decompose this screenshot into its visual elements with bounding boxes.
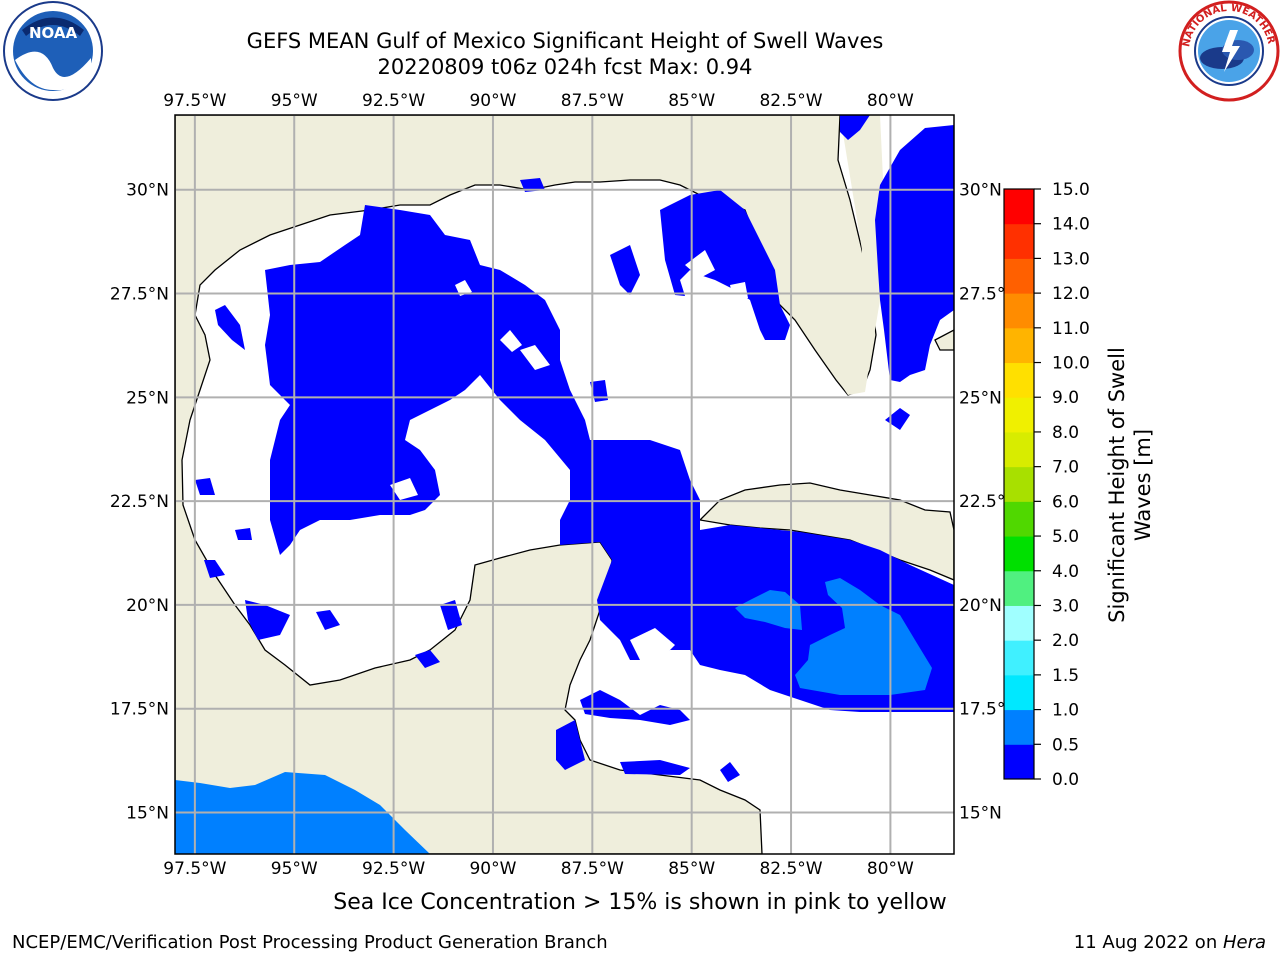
colorbar-swatch xyxy=(1004,501,1034,537)
colorbar-swatch xyxy=(1004,431,1034,468)
lon-tick-top: 85°W xyxy=(668,91,715,111)
colorbar-swatch xyxy=(1004,466,1034,502)
lon-tick-top: 82.5°W xyxy=(759,91,822,111)
nws-logo: NATIONAL WEATHER SERVICE xyxy=(1178,0,1280,102)
colorbar-swatch xyxy=(1004,293,1034,329)
lat-tick-right: 17.5°N xyxy=(959,700,1018,720)
colorbar-swatch xyxy=(1004,327,1034,364)
colorbar-swatch xyxy=(1004,640,1034,676)
map-frame xyxy=(174,114,955,855)
lon-tick-bottom: 92.5°W xyxy=(362,859,425,879)
lon-labels-bottom: 97.5°W 95°W 92.5°W 90°W 87.5°W 85°W 82.5°W 80°W xyxy=(163,859,914,879)
chart-subtitle: 20220809 t06z 024h fcst Max: 0.94 xyxy=(377,55,753,79)
colorbar-swatch xyxy=(1004,744,1034,780)
footer-credit: NCEP/EMC/Verification Post Processing Pr… xyxy=(12,932,608,953)
colorbar-tick-label: 8.0 xyxy=(1052,423,1079,443)
lat-tick-left: 22.5°N xyxy=(110,492,169,512)
colorbar-tick-label: 5.0 xyxy=(1052,527,1079,547)
lon-tick-top: 80°W xyxy=(867,91,914,111)
lat-tick-left: 15°N xyxy=(126,803,169,823)
colorbar-tick-label: 6.0 xyxy=(1052,492,1079,512)
lat-labels-left: 30°N 27.5°N 25°N 22.5°N 20°N 17.5°N 15°N xyxy=(110,181,169,824)
lon-tick-top: 90°W xyxy=(469,91,516,111)
colorbar-tick-label: 10.0 xyxy=(1052,354,1090,374)
lon-tick-bottom: 80°W xyxy=(867,859,914,879)
noaa-logo: NOAA xyxy=(3,1,103,101)
lon-tick-bottom: 82.5°W xyxy=(759,859,822,879)
lon-tick-top: 92.5°W xyxy=(362,91,425,111)
lon-tick-bottom: 97.5°W xyxy=(163,859,226,879)
colorbar-swatch xyxy=(1004,709,1034,745)
lon-tick-top: 97.5°W xyxy=(163,91,226,111)
lon-tick-top: 95°W xyxy=(271,91,318,111)
lat-tick-left: 17.5°N xyxy=(110,700,169,720)
footer-date-text: 11 Aug 2022 on xyxy=(1073,932,1223,953)
footer-host: Hera xyxy=(1222,932,1266,953)
lat-tick-right: 30°N xyxy=(959,181,1002,201)
lat-tick-left: 20°N xyxy=(126,596,169,616)
colorbar-swatch xyxy=(1004,362,1034,398)
lat-tick-left: 27.5°N xyxy=(110,285,169,305)
colorbar-tick-label: 2.0 xyxy=(1052,631,1079,651)
lon-labels-top: 97.5°W 95°W 92.5°W 90°W 87.5°W 85°W 82.5°W 80°W xyxy=(163,91,914,111)
colorbar-swatch xyxy=(1004,397,1034,433)
graticule xyxy=(175,115,954,854)
colorbar-tick-label: 11.0 xyxy=(1052,319,1090,339)
colorbar-label-line1: Significant Height of Swell xyxy=(1105,347,1129,623)
lon-tick-bottom: 87.5°W xyxy=(561,859,624,879)
lat-tick-left: 25°N xyxy=(126,388,169,408)
colorbar-swatch xyxy=(1004,223,1034,259)
colorbar-swatch xyxy=(1004,258,1034,294)
colorbar-tick-label: 0.0 xyxy=(1052,770,1079,790)
lat-tick-right: 22.5°N xyxy=(959,492,1018,512)
noaa-logo-text: NOAA xyxy=(29,24,78,42)
colorbar-tick-label: 12.0 xyxy=(1052,284,1090,304)
bahamas-isle xyxy=(934,329,954,351)
chart-title: GEFS MEAN Gulf of Mexico Significant Hei… xyxy=(246,29,884,53)
colorbar-tick-label: 1.5 xyxy=(1052,666,1079,686)
colorbar-swatch xyxy=(1004,189,1034,225)
colorbar-tick-label: 15.0 xyxy=(1052,180,1090,200)
lat-tick-right: 20°N xyxy=(959,596,1002,616)
colorbar-tick-label: 0.5 xyxy=(1052,735,1079,755)
lon-tick-bottom: 95°W xyxy=(271,859,318,879)
lat-tick-left: 30°N xyxy=(126,181,169,201)
colorbar: 0.0 0.5 1.0 1.5 2.0 3.0 4.0 5.0 6.0 7.0 8.0 9.0 10.0… xyxy=(1003,180,1090,790)
colorbar-swatch xyxy=(1004,674,1034,711)
lat-tick-right: 25°N xyxy=(959,388,1002,408)
colorbar-frame xyxy=(1003,188,1035,780)
colorbar-label-line2: Waves [m] xyxy=(1131,429,1155,541)
colorbar-tick-label: 14.0 xyxy=(1052,215,1090,235)
lon-tick-top: 87.5°W xyxy=(561,91,624,111)
colorbar-tick-label: 4.0 xyxy=(1052,562,1079,582)
lat-tick-right: 27.5°N xyxy=(959,285,1018,305)
sea-ice-note: Sea Ice Concentration > 15% is shown in … xyxy=(333,890,947,915)
colorbar-tick-label: 7.0 xyxy=(1052,458,1079,478)
lon-tick-bottom: 90°W xyxy=(469,859,516,879)
colorbar-tick-label: 3.0 xyxy=(1052,596,1079,616)
colorbar-tick-label: 9.0 xyxy=(1052,388,1079,408)
footer-date: 11 Aug 2022 on Hera xyxy=(1074,932,1266,953)
colorbar-tick-label: 1.0 xyxy=(1052,701,1079,721)
map-panel xyxy=(175,115,954,854)
colorbar-swatch xyxy=(1004,536,1034,572)
lat-tick-right: 15°N xyxy=(959,803,1002,823)
lon-tick-bottom: 85°W xyxy=(668,859,715,879)
florida-east-coast xyxy=(838,115,884,395)
colorbar-swatch xyxy=(1004,605,1034,641)
colorbar-swatch xyxy=(1004,570,1034,606)
colorbar-tick-label: 13.0 xyxy=(1052,249,1090,269)
lat-labels-right: 30°N 27.5°N 25°N 22.5°N 20°N 17.5°N 15°N xyxy=(959,181,1018,824)
